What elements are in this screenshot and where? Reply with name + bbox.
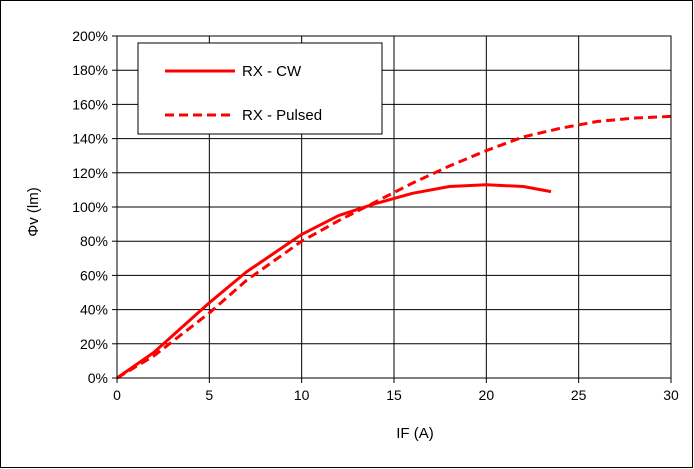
y-tick-label: 0% [88, 370, 108, 386]
x-tick-label: 20 [479, 387, 495, 403]
x-tick-label: 25 [571, 387, 587, 403]
series-layer [116, 114, 672, 380]
legend-label-rx-pulsed: RX - Pulsed [242, 107, 322, 124]
y-tick-label: 40% [80, 302, 108, 318]
series-line-rx-cw [116, 183, 552, 380]
y-tick-label: 80% [80, 233, 108, 249]
legend-label-rx-cw: RX - CW [242, 63, 302, 80]
y-tick-label: 120% [72, 165, 108, 181]
y-axis: 0% 20% 40% 60% 80% 100% 120% 140% 160% 180% 200% [72, 28, 117, 386]
y-tick-label: 140% [72, 131, 108, 147]
y-tick-label: 100% [72, 199, 108, 215]
x-tick-label: 5 [205, 387, 213, 403]
y-tick-label: 180% [72, 62, 108, 78]
x-tick-label: 10 [294, 387, 310, 403]
series-line-rx-pulsed [116, 114, 672, 380]
x-tick-label: 15 [386, 387, 402, 403]
y-tick-label: 20% [80, 336, 108, 352]
x-tick-label: 0 [113, 387, 121, 403]
x-axis-label: IF (A) [396, 425, 434, 442]
legend-box [137, 42, 383, 135]
legend: RX - CW RX - Pulsed [137, 42, 383, 135]
x-tick-label: 30 [663, 387, 679, 403]
y-tick-label: 200% [72, 28, 108, 44]
y-axis-label: Φv (lm) [25, 187, 42, 236]
x-axis: 0 5 10 15 20 25 30 [113, 378, 679, 403]
y-tick-label: 60% [80, 267, 108, 283]
y-tick-label: 160% [72, 96, 108, 112]
